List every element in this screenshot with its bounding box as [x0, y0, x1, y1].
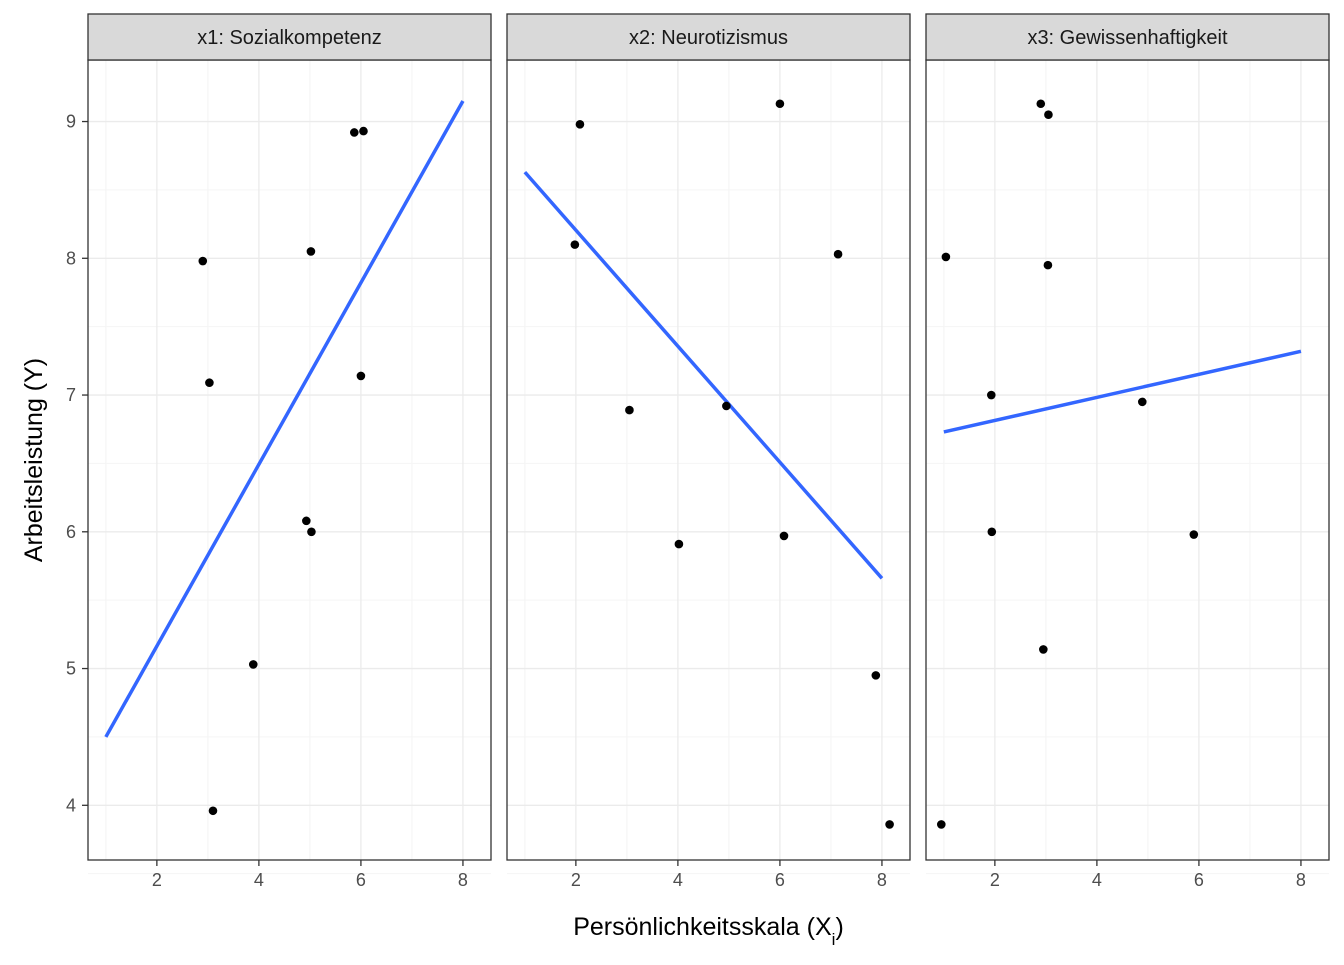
panel-background [88, 60, 491, 860]
data-point [1189, 530, 1199, 539]
panel-background [507, 60, 910, 860]
data-point [570, 240, 580, 249]
facet-strip-label: x3: Gewissenhaftigkeit [1027, 27, 1228, 49]
data-point [198, 256, 208, 266]
y-tick-label: 4 [66, 795, 76, 815]
y-tick-label: 7 [66, 385, 76, 405]
data-point [1137, 397, 1147, 407]
x-tick-label: 6 [1194, 870, 1204, 890]
x-tick-label: 6 [356, 870, 366, 890]
facet-strip-label: x1: Sozialkompetenz [197, 27, 382, 49]
panel-background [926, 60, 1329, 860]
facet-strip [925, 13, 1330, 61]
data-point [575, 119, 585, 129]
x-tick-label: 4 [1092, 870, 1102, 890]
x-tick-label: 2 [990, 870, 1000, 890]
x-tick-label: 4 [673, 870, 683, 890]
data-point [885, 820, 894, 829]
data-point [359, 126, 368, 136]
y-tick-label: 8 [66, 248, 76, 268]
data-point [302, 516, 311, 526]
data-point [208, 806, 218, 816]
y-tick-label: 5 [66, 659, 76, 679]
x-axis-title-subscript: i [832, 930, 836, 949]
data-point [674, 539, 684, 549]
facet-panel-2: x2: Neurotizismus 2 4 6 8 [506, 13, 911, 890]
x-tick-label: 8 [877, 870, 887, 890]
data-point [1043, 260, 1053, 270]
facet-strip [506, 13, 911, 61]
data-point [307, 527, 316, 537]
data-point [248, 660, 258, 669]
data-point [205, 378, 214, 388]
data-point [349, 128, 359, 137]
data-point [779, 531, 789, 541]
x-tick-label: 6 [775, 870, 785, 890]
facet-strip [87, 13, 492, 61]
data-point [722, 401, 731, 411]
data-point [356, 371, 366, 381]
data-point [987, 527, 997, 537]
data-point [1036, 99, 1046, 109]
regression-line [943, 349, 1302, 434]
x-tick-label: 2 [571, 870, 581, 890]
facet-strip-label: x2: Neurotizismus [629, 27, 788, 49]
facet-panel-3: x3: Gewissenhaftigkeit 2 4 6 8 [925, 13, 1330, 890]
data-point [833, 249, 843, 259]
regression-line [104, 100, 465, 738]
data-point [1039, 645, 1048, 654]
data-point [937, 820, 946, 829]
data-point [1044, 110, 1053, 120]
x-axis-title-suffix: ) [835, 913, 843, 941]
x-tick-label: 8 [458, 870, 468, 890]
data-point [871, 671, 881, 680]
data-point [986, 390, 996, 400]
y-axis-title: Arbeitsleistung (Y) [20, 358, 48, 562]
x-tick-label: 4 [254, 870, 264, 890]
facet-panel-1: x1: Sozialkompetenz 2 4 6 8 [87, 13, 492, 890]
x-tick-label: 8 [1296, 870, 1306, 890]
y-tick-label: 9 [66, 112, 76, 132]
y-tick-label: 6 [66, 522, 76, 542]
data-point [775, 99, 785, 109]
data-point [306, 247, 316, 256]
regression-line [523, 170, 884, 580]
x-axis-title: Persönlichkeitsskala (Xi) [573, 913, 844, 949]
x-tick-label: 2 [152, 870, 162, 890]
x-axis-title-main: Persönlichkeitsskala (X [573, 913, 832, 941]
data-point [625, 405, 634, 415]
data-point [941, 252, 951, 262]
